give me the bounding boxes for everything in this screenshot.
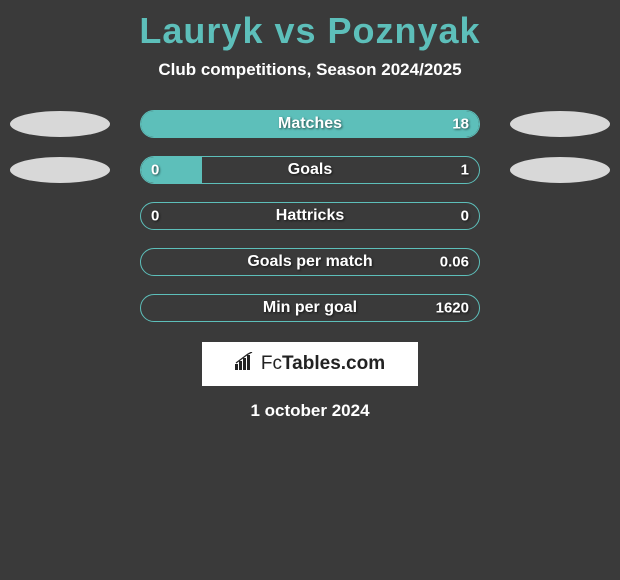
stat-label: Goals	[288, 161, 332, 179]
bar-chart-icon	[235, 352, 255, 376]
logo-text: FcTables.com	[235, 352, 385, 376]
stats-area: 18 Matches 0 1 Goals 0 0 Hattricks 0.06 Goals per…	[0, 110, 620, 322]
stat-bar: 0 0 Hattricks	[140, 202, 480, 230]
stat-row: 0 1 Goals	[0, 156, 620, 184]
stat-label: Hattricks	[276, 207, 344, 225]
page-subtitle: Club competitions, Season 2024/2025	[0, 60, 620, 80]
source-logo: FcTables.com	[202, 342, 418, 386]
stat-value-right: 18	[452, 116, 469, 133]
stat-bar: 18 Matches	[140, 110, 480, 138]
stat-label: Min per goal	[263, 299, 357, 317]
comparison-widget: Lauryk vs Poznyak Club competitions, Sea…	[0, 0, 620, 421]
stat-value-right: 1	[461, 162, 469, 179]
stat-row: 0 0 Hattricks	[0, 202, 620, 230]
player-marker-left	[10, 157, 110, 183]
stat-value-right: 0	[461, 208, 469, 225]
spacer	[10, 203, 110, 229]
spacer	[10, 249, 110, 275]
logo-text-light: Fc	[261, 353, 282, 375]
date-label: 1 october 2024	[0, 401, 620, 421]
stat-row: 0.06 Goals per match	[0, 248, 620, 276]
stat-label: Matches	[278, 115, 342, 133]
stat-bar: 1620 Min per goal	[140, 294, 480, 322]
stat-row: 18 Matches	[0, 110, 620, 138]
spacer	[510, 203, 610, 229]
stat-bar: 0.06 Goals per match	[140, 248, 480, 276]
spacer	[10, 295, 110, 321]
stat-value-left: 0	[151, 162, 159, 179]
spacer	[510, 295, 610, 321]
stat-value-left: 0	[151, 208, 159, 225]
stat-label: Goals per match	[247, 253, 372, 271]
player-marker-left	[10, 111, 110, 137]
logo-text-bold: Tables.com	[282, 353, 385, 375]
player-marker-right	[510, 111, 610, 137]
stat-row: 1620 Min per goal	[0, 294, 620, 322]
stat-value-right: 1620	[436, 300, 469, 317]
spacer	[510, 249, 610, 275]
stat-value-right: 0.06	[440, 254, 469, 271]
player-marker-right	[510, 157, 610, 183]
page-title: Lauryk vs Poznyak	[0, 10, 620, 52]
stat-bar: 0 1 Goals	[140, 156, 480, 184]
